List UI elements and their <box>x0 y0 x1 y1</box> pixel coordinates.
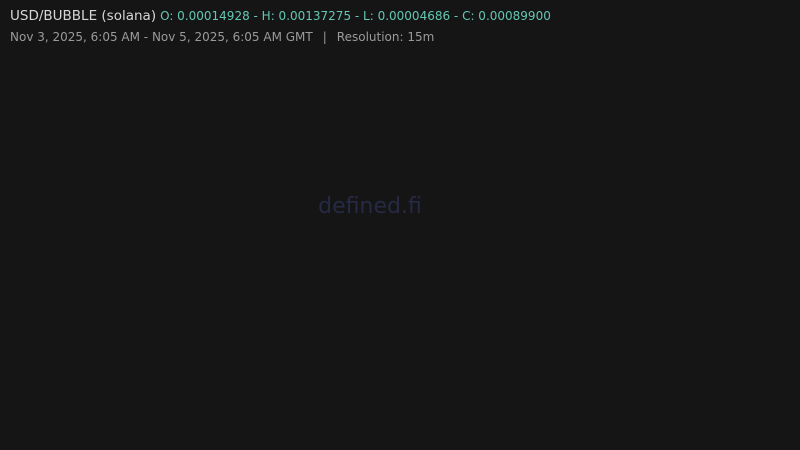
subtitle: Nov 3, 2025, 6:05 AM - Nov 5, 2025, 6:05… <box>10 30 313 44</box>
separator: | <box>322 30 327 44</box>
title: USD/BUBBLE (solana) <box>10 8 157 24</box>
header: USD/BUBBLE (solana) O: 0.00014928 - H: 0.… <box>0 0 551 50</box>
resolution: Resolution: 15m <box>336 30 435 44</box>
header-line: USD/BUBBLE (solana) O: 0.00014928 - H: 0.… <box>10 8 551 24</box>
ohlc-summary: O: 0.00014928 - H: 0.00137275 - L: 0.000… <box>160 9 551 23</box>
header-line: Nov 3, 2025, 6:05 AM - Nov 5, 2025, 6:05… <box>10 30 517 44</box>
watermark: defined.fi <box>318 194 422 219</box>
